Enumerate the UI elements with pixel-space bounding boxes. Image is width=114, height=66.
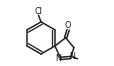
Text: Cl: Cl <box>34 7 42 16</box>
Text: N: N <box>55 54 61 63</box>
Text: O: O <box>64 21 71 30</box>
Text: N: N <box>69 52 75 61</box>
